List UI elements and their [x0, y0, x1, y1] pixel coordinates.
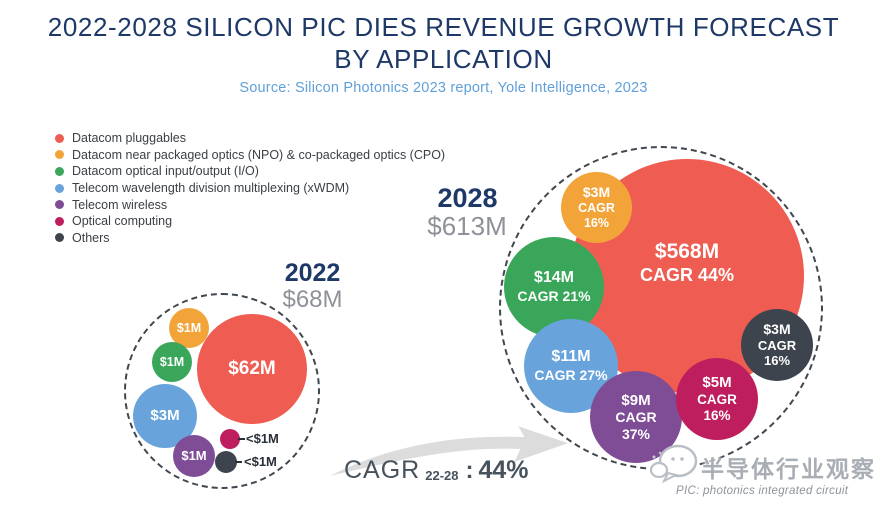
legend-item-label: Datacom near packaged optics (NPO) & co-…: [72, 147, 446, 162]
chart-source: Source: Silicon Photonics 2023 report, Y…: [239, 80, 648, 96]
bubble-2028-datacom-optical-io: $14M CAGR 21%: [504, 237, 604, 337]
bubble-value: $62M: [228, 357, 276, 379]
legend-item-others: Others: [55, 230, 445, 247]
legend-dot-icon: [55, 150, 64, 160]
year-total-2022: $68M: [282, 286, 343, 313]
bubble-cagr-value: 16%: [763, 353, 791, 369]
year-label-2022: 2022: [284, 259, 341, 287]
bubble-2028-telecom-wireless: $9M CAGR 37%: [590, 371, 682, 463]
bubble-2022-datacom-pluggables: $62M: [197, 314, 307, 424]
growth-arrow-icon: [330, 426, 568, 476]
legend-item-telecom-xwdm: Telecom wavelength division multiplexing…: [55, 180, 445, 197]
legend-item-telecom-wireless: Telecom wireless: [55, 196, 445, 213]
bubble-cagr: CAGR: [757, 337, 797, 353]
legend-item-datacom-optical-io: Datacom optical input/output (I/O): [55, 163, 445, 180]
bubble-value: $3M: [582, 184, 611, 201]
bubble-value: $14M: [533, 269, 575, 287]
bubble-cagr: CAGR 44%: [639, 264, 735, 285]
bubble-2028-optical-computing: $5M CAGR 16%: [676, 358, 758, 440]
cagr-note: CAGR 22-28 : 44%: [344, 458, 529, 483]
page-title-line1: 2022-2028 SILICON PIC DIES REVENUE GROWT…: [47, 12, 840, 42]
cagr-subscript: 22-28: [425, 468, 459, 483]
bubble-value: $5M: [702, 374, 732, 392]
cagr-value: 44%: [478, 456, 529, 484]
callout-line-others: [235, 461, 242, 463]
legend-dot-icon: [55, 133, 64, 143]
legend-item-datacom-npo-cpo: Datacom near packaged optics (NPO) & co-…: [55, 147, 445, 164]
cluster-outline-2022: [124, 293, 320, 489]
bubble-2022-others: [215, 451, 237, 473]
legend-dot-icon: [55, 183, 64, 193]
pic-footnote: PIC: photonics integrated circuit: [676, 485, 849, 497]
bubble-2028-datacom-npo-cpo: $3M CAGR 16%: [561, 172, 632, 243]
cagr-separator: :: [465, 457, 474, 484]
bubble-2022-telecom-wireless: $1M: [173, 435, 215, 477]
legend-item-label: Datacom pluggables: [72, 131, 186, 146]
watermark-logo-icon: [649, 444, 698, 484]
bubble-value: $11M: [551, 348, 591, 366]
legend-item-label: Others: [72, 230, 110, 245]
legend-item-label: Datacom optical input/output (I/O): [72, 164, 259, 179]
bubble-cagr-value: 16%: [703, 407, 731, 423]
legend-item-label: Telecom wireless: [72, 197, 168, 212]
callout-label-optical-computing: <$1M: [246, 431, 279, 446]
bubble-value: $9M: [621, 391, 651, 409]
page-title-line2: BY APPLICATION: [334, 44, 553, 74]
legend-item-label: Telecom wavelength division multiplexing…: [72, 181, 350, 196]
legend-dot-icon: [55, 166, 64, 176]
legend-dot-icon: [55, 216, 64, 226]
legend-item-optical-computing: Optical computing: [55, 213, 445, 230]
watermark-brand: 半导体行业观察: [701, 456, 876, 482]
callout-line-optical-computing: [238, 438, 245, 440]
year-total-2028: $613M: [427, 211, 507, 241]
bubble-cagr: CAGR: [615, 409, 657, 426]
bubble-cagr-value: 37%: [621, 425, 651, 442]
bubble-cagr: CAGR: [578, 201, 615, 215]
bubble-value: $1M: [176, 320, 202, 335]
legend: Datacom pluggables Datacom near packaged…: [55, 130, 445, 246]
bubble-2022-optical-computing: [220, 429, 240, 449]
legend-item-datacom-pluggables: Datacom pluggables: [55, 130, 445, 147]
bubble-cagr-value: 16%: [583, 215, 610, 230]
bubble-2028-others: $3M CAGR 16%: [741, 309, 813, 381]
callout-label-others: <$1M: [244, 454, 277, 469]
bubble-2022-datacom-optical-io: $1M: [152, 342, 192, 382]
cagr-prefix: CAGR: [344, 456, 421, 484]
bubble-cagr: CAGR 27%: [534, 367, 608, 384]
bubble-value: $568M: [654, 240, 720, 263]
bubble-value: $3M: [150, 407, 180, 425]
year-label-2028: 2028: [437, 183, 498, 213]
bubble-value: $1M: [159, 354, 185, 369]
legend-dot-icon: [55, 200, 64, 210]
legend-item-label: Optical computing: [72, 214, 173, 229]
legend-dot-icon: [55, 233, 64, 243]
bubble-cagr: CAGR: [697, 391, 737, 407]
bubble-cagr: CAGR 21%: [517, 288, 591, 305]
bubble-value: $3M: [763, 321, 791, 338]
bubble-2022-datacom-npo-cpo: $1M: [169, 308, 209, 348]
bubble-value: $1M: [181, 448, 207, 464]
